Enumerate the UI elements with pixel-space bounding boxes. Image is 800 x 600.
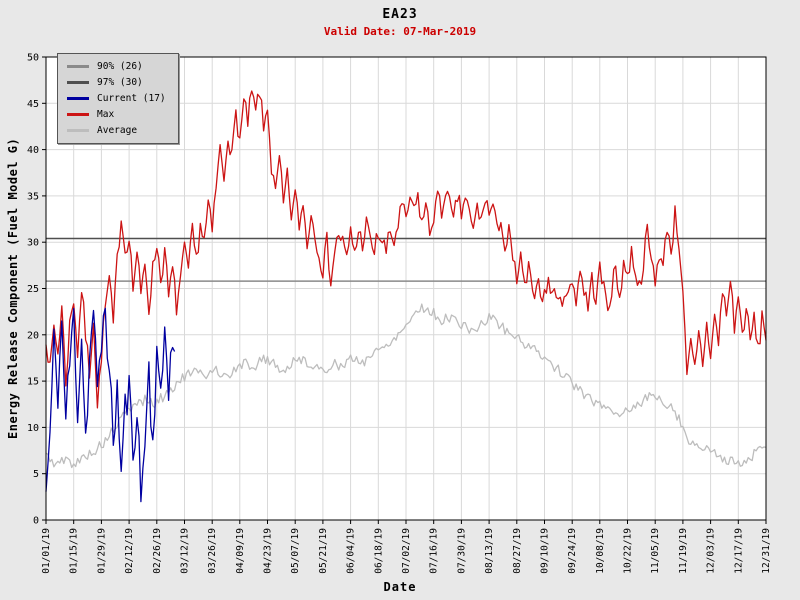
svg-text:08/13/19: 08/13/19 (484, 528, 495, 574)
legend-label: 97% (30) (97, 77, 143, 88)
legend-label: Average (97, 125, 138, 136)
svg-text:45: 45 (27, 99, 39, 110)
svg-text:15: 15 (27, 377, 39, 388)
legend-label: 90% (26) (97, 61, 143, 72)
legend: 90% (26) 97% (30) Current (17) Max Avera… (57, 53, 179, 144)
svg-text:30: 30 (27, 238, 39, 249)
svg-text:12/31/19: 12/31/19 (761, 528, 772, 574)
svg-text:09/10/19: 09/10/19 (540, 528, 551, 574)
svg-text:50: 50 (27, 53, 39, 64)
svg-text:12/03/19: 12/03/19 (706, 528, 717, 574)
svg-text:11/05/19: 11/05/19 (650, 528, 661, 574)
svg-text:25: 25 (27, 284, 39, 295)
x-axis-label: Date (383, 580, 417, 594)
svg-text:07/30/19: 07/30/19 (456, 528, 467, 574)
svg-text:10: 10 (27, 423, 39, 434)
svg-text:02/12/19: 02/12/19 (124, 528, 135, 574)
legend-line-swatch-average (67, 129, 89, 132)
legend-label: Max (97, 109, 115, 120)
svg-text:01/15/19: 01/15/19 (69, 528, 80, 574)
svg-text:02/26/19: 02/26/19 (152, 528, 163, 574)
chart-title: EA23 (382, 7, 418, 22)
svg-text:11/19/19: 11/19/19 (678, 528, 689, 574)
legend-item: 90% (26) (67, 61, 166, 72)
svg-text:09/24/19: 09/24/19 (567, 528, 578, 574)
valid-date-label: Valid Date: 07-Mar-2019 (323, 25, 477, 38)
legend-label: Current (17) (97, 93, 166, 104)
svg-text:06/04/19: 06/04/19 (346, 528, 357, 574)
svg-text:01/29/19: 01/29/19 (96, 528, 107, 574)
svg-text:03/12/19: 03/12/19 (180, 528, 191, 574)
svg-text:05/21/19: 05/21/19 (318, 528, 329, 574)
svg-text:20: 20 (27, 330, 39, 341)
svg-text:06/18/19: 06/18/19 (373, 528, 384, 574)
legend-item: Current (17) (67, 93, 166, 104)
svg-text:03/26/19: 03/26/19 (207, 528, 218, 574)
svg-text:5: 5 (33, 469, 39, 480)
legend-item: Max (67, 109, 166, 120)
svg-text:10/22/19: 10/22/19 (623, 528, 634, 574)
svg-text:0: 0 (33, 516, 39, 527)
svg-text:05/07/19: 05/07/19 (290, 528, 301, 574)
svg-text:35: 35 (27, 191, 39, 202)
legend-line-swatch-current (67, 97, 89, 100)
svg-text:07/02/19: 07/02/19 (401, 528, 412, 574)
legend-line-swatch-max (67, 113, 89, 116)
legend-line-swatch-97pct (67, 81, 89, 84)
svg-text:40: 40 (27, 145, 39, 156)
svg-text:04/09/19: 04/09/19 (235, 528, 246, 574)
y-axis-label: Energy Release Component (Fuel Model G) (6, 137, 20, 440)
legend-item: 97% (30) (67, 77, 166, 88)
svg-text:10/08/19: 10/08/19 (595, 528, 606, 574)
svg-text:04/23/19: 04/23/19 (263, 528, 274, 574)
legend-line-swatch-90pct (67, 65, 89, 68)
svg-text:12/17/19: 12/17/19 (733, 528, 744, 574)
svg-text:08/27/19: 08/27/19 (512, 528, 523, 574)
svg-text:07/16/19: 07/16/19 (429, 528, 440, 574)
svg-text:01/01/19: 01/01/19 (41, 528, 52, 574)
legend-item: Average (67, 125, 166, 136)
